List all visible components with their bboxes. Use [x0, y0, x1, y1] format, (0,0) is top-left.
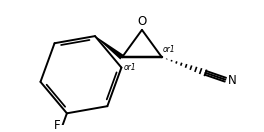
Text: or1: or1 — [163, 45, 176, 54]
Text: O: O — [137, 15, 147, 28]
Text: N: N — [228, 74, 237, 87]
Polygon shape — [95, 36, 124, 60]
Text: or1: or1 — [123, 63, 136, 72]
Text: F: F — [54, 119, 60, 132]
